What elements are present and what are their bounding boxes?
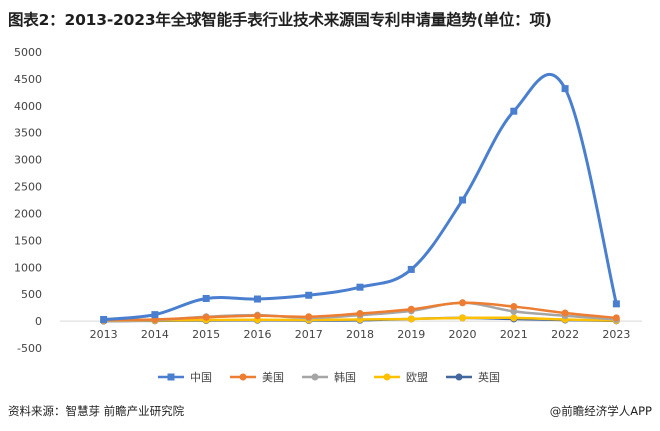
- data-point: [612, 314, 620, 322]
- data-point: [407, 305, 415, 313]
- data-point: [459, 299, 467, 307]
- series-中国: [100, 72, 620, 323]
- x-tick-label: 2021: [500, 328, 528, 341]
- data-point: [407, 265, 415, 273]
- legend-label: 英国: [478, 370, 500, 384]
- legend-marker: [455, 373, 463, 381]
- line-chart: -500 0 500 1000 1500 2000 2500 3000 3500 4000 4500…: [14, 46, 642, 384]
- data-point: [356, 310, 364, 318]
- x-tick-label: 2018: [346, 328, 374, 341]
- x-tick-label: 2020: [449, 328, 477, 341]
- legend-item: 韩国: [302, 370, 356, 384]
- data-point: [510, 107, 518, 115]
- legend-item: 英国: [446, 370, 500, 384]
- y-tick-label: 1500: [14, 234, 42, 247]
- y-tick-label: 3000: [14, 154, 42, 167]
- x-axis: 2013 2014 2015 2016 2017 2018 2019 2020 2021 2022…: [90, 328, 631, 341]
- legend-label: 韩国: [334, 370, 356, 384]
- data-point: [305, 291, 313, 299]
- legend-label: 美国: [262, 371, 284, 384]
- legend-label: 中国: [190, 371, 212, 384]
- x-tick-label: 2017: [295, 328, 323, 341]
- data-point: [561, 309, 569, 317]
- data-point: [459, 314, 467, 322]
- y-axis: -500 0 500 1000 1500 2000 2500 3000 3500 4000 4500…: [14, 46, 42, 355]
- data-point: [100, 315, 108, 323]
- x-tick-label: 2023: [602, 328, 630, 341]
- y-tick-label: 2500: [14, 181, 42, 194]
- data-point: [305, 313, 313, 321]
- data-point: [510, 303, 518, 311]
- data-point: [253, 295, 261, 303]
- legend-marker: [239, 373, 247, 381]
- y-tick-label: 2000: [14, 207, 42, 220]
- legend-item: 美国: [230, 371, 284, 384]
- data-point: [561, 85, 569, 93]
- data-point: [612, 300, 620, 308]
- data-point: [510, 314, 518, 322]
- legend-item: 欧盟: [374, 371, 428, 384]
- brand-label: @前瞻经济学人APP: [549, 404, 652, 418]
- legend: 中国 美国 韩国 欧盟 英国: [158, 370, 500, 384]
- x-tick-label: 2013: [90, 328, 118, 341]
- y-tick-label: 4000: [14, 100, 42, 113]
- x-tick-label: 2019: [397, 328, 425, 341]
- y-tick-label: 0: [35, 315, 42, 328]
- x-tick-label: 2022: [551, 328, 579, 341]
- y-tick-label: 5000: [14, 46, 42, 59]
- data-point: [202, 294, 210, 302]
- x-tick-label: 2015: [192, 328, 220, 341]
- data-point: [510, 307, 518, 315]
- legend-marker: [311, 373, 319, 381]
- series-layer: [100, 72, 620, 325]
- source-note: 资料来源：智慧芽 前瞻产业研究院: [8, 404, 185, 418]
- data-point: [151, 311, 159, 319]
- y-tick-label: 500: [21, 288, 42, 301]
- y-tick-label: 3500: [14, 127, 42, 140]
- legend-label: 欧盟: [406, 371, 428, 384]
- x-tick-label: 2016: [243, 328, 271, 341]
- data-point: [202, 313, 210, 321]
- data-point: [253, 312, 261, 320]
- legend-item: 中国: [158, 371, 212, 384]
- data-point: [459, 196, 467, 204]
- series-line: [102, 72, 618, 321]
- y-tick-label: 4500: [14, 73, 42, 86]
- data-point: [407, 315, 415, 323]
- legend-marker: [167, 373, 175, 381]
- y-tick-label: -500: [17, 342, 42, 355]
- x-tick-label: 2014: [141, 328, 169, 341]
- data-point: [356, 283, 364, 291]
- chart-title: 图表2：2013-2023年全球智能手表行业技术来源国专利申请量趋势(单位：项): [8, 11, 552, 29]
- legend-marker: [383, 373, 391, 381]
- y-tick-label: 1000: [14, 261, 42, 274]
